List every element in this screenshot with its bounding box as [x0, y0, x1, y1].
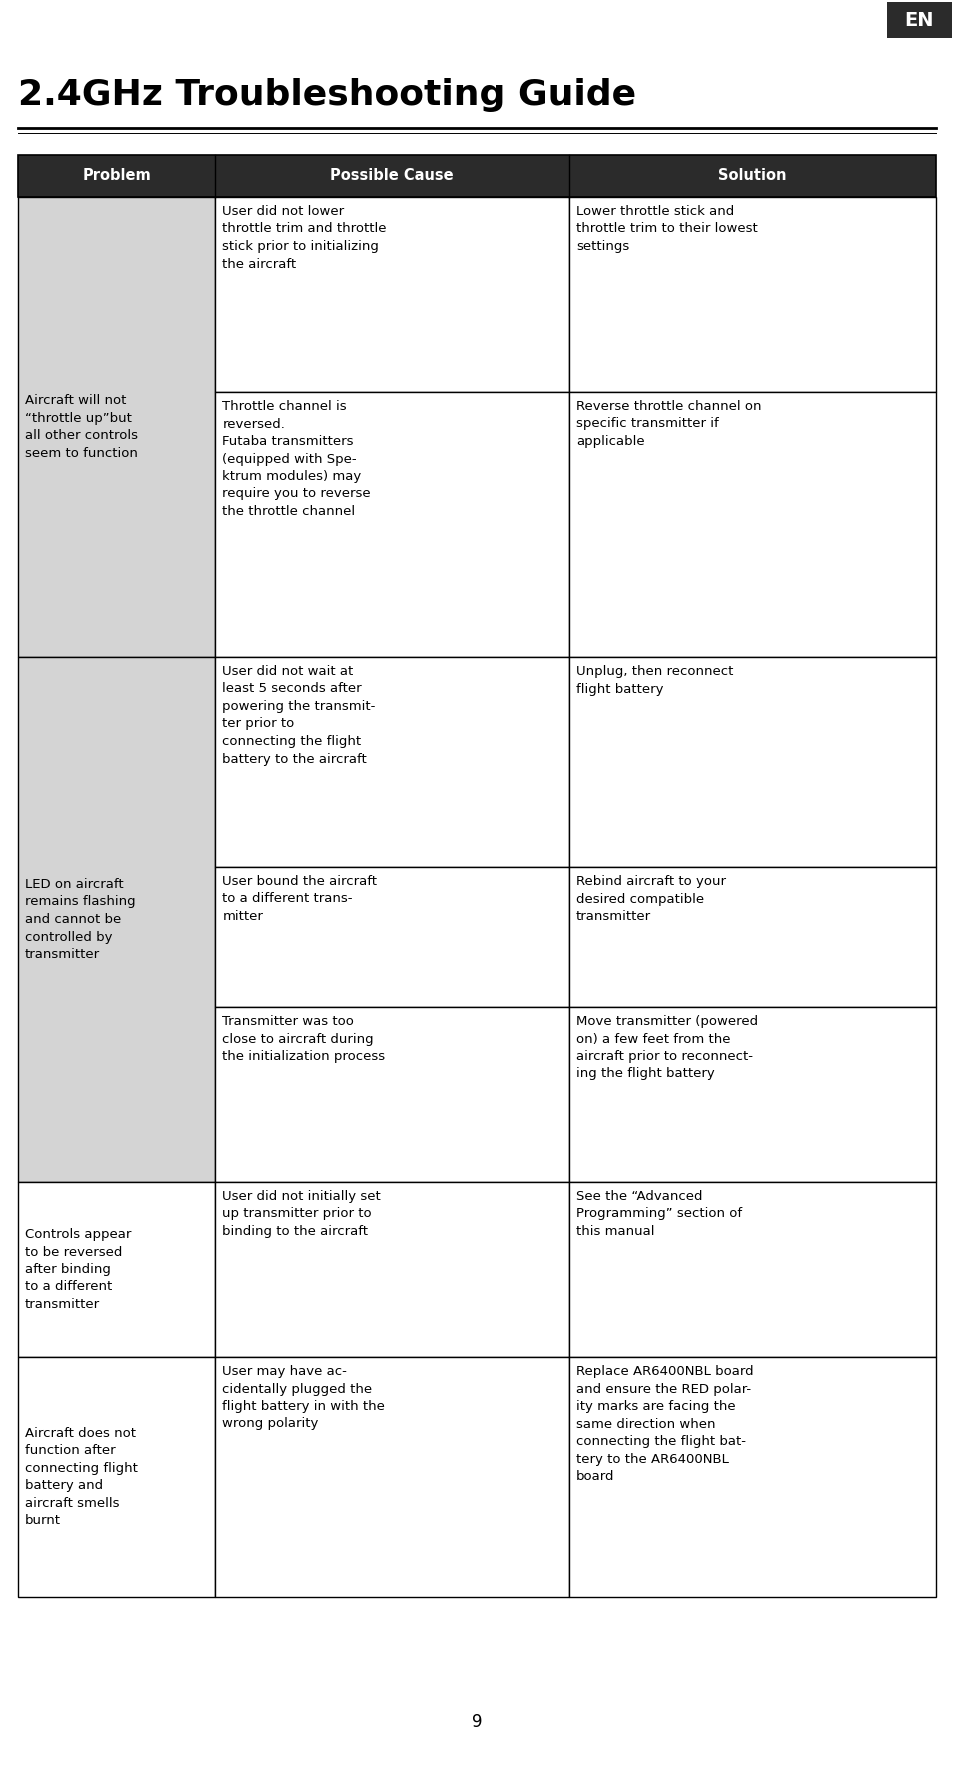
- Text: User may have ac-
cidentally plugged the
flight battery in with the
wrong polari: User may have ac- cidentally plugged the…: [222, 1365, 385, 1430]
- Text: 2.4GHz Troubleshooting Guide: 2.4GHz Troubleshooting Guide: [18, 78, 636, 112]
- Text: Throttle channel is
reversed.
Futaba transmitters
(equipped with Spe-
ktrum modu: Throttle channel is reversed. Futaba tra…: [222, 400, 371, 519]
- Text: User did not initially set
up transmitter prior to
binding to the aircraft: User did not initially set up transmitte…: [222, 1191, 380, 1239]
- Text: Problem: Problem: [82, 169, 151, 183]
- FancyBboxPatch shape: [568, 867, 935, 1008]
- FancyBboxPatch shape: [215, 657, 568, 867]
- Text: Move transmitter (powered
on) a few feet from the
aircraft prior to reconnect-
i: Move transmitter (powered on) a few feet…: [576, 1015, 757, 1080]
- Text: Aircraft does not
function after
connecting flight
battery and
aircraft smells
b: Aircraft does not function after connect…: [25, 1427, 138, 1526]
- FancyBboxPatch shape: [215, 1182, 568, 1358]
- FancyBboxPatch shape: [18, 155, 935, 197]
- Text: Lower throttle stick and
throttle trim to their lowest
settings: Lower throttle stick and throttle trim t…: [576, 204, 757, 252]
- FancyBboxPatch shape: [18, 1182, 215, 1358]
- FancyBboxPatch shape: [568, 393, 935, 657]
- FancyBboxPatch shape: [568, 1182, 935, 1358]
- Text: Replace AR6400NBL board
and ensure the RED polar-
ity marks are facing the
same : Replace AR6400NBL board and ensure the R…: [576, 1365, 753, 1484]
- Text: Possible Cause: Possible Cause: [330, 169, 454, 183]
- Text: EN: EN: [903, 11, 933, 30]
- Text: User did not lower
throttle trim and throttle
stick prior to initializing
the ai: User did not lower throttle trim and thr…: [222, 204, 387, 270]
- FancyBboxPatch shape: [215, 393, 568, 657]
- Text: Solution: Solution: [718, 169, 786, 183]
- Text: User did not wait at
least 5 seconds after
powering the transmit-
ter prior to
c: User did not wait at least 5 seconds aft…: [222, 665, 375, 766]
- Text: See the “Advanced
Programming” section of
this manual: See the “Advanced Programming” section o…: [576, 1191, 741, 1239]
- Text: Aircraft will not
“throttle up”but
all other controls
seem to function: Aircraft will not “throttle up”but all o…: [25, 394, 138, 460]
- FancyBboxPatch shape: [215, 867, 568, 1008]
- Text: Rebind aircraft to your
desired compatible
transmitter: Rebind aircraft to your desired compatib…: [576, 874, 725, 922]
- FancyBboxPatch shape: [568, 1358, 935, 1598]
- FancyBboxPatch shape: [568, 1008, 935, 1182]
- FancyBboxPatch shape: [215, 1008, 568, 1182]
- FancyBboxPatch shape: [18, 657, 215, 1182]
- FancyBboxPatch shape: [18, 197, 215, 657]
- FancyBboxPatch shape: [215, 197, 568, 393]
- FancyBboxPatch shape: [568, 197, 935, 393]
- Text: LED on aircraft
remains flashing
and cannot be
controlled by
transmitter: LED on aircraft remains flashing and can…: [25, 878, 135, 961]
- Text: Transmitter was too
close to aircraft during
the initialization process: Transmitter was too close to aircraft du…: [222, 1015, 385, 1063]
- Text: Reverse throttle channel on
specific transmitter if
applicable: Reverse throttle channel on specific tra…: [576, 400, 760, 448]
- Text: User bound the aircraft
to a different trans-
mitter: User bound the aircraft to a different t…: [222, 874, 377, 922]
- FancyBboxPatch shape: [215, 1358, 568, 1598]
- FancyBboxPatch shape: [886, 2, 951, 37]
- Text: 9: 9: [471, 1713, 482, 1731]
- FancyBboxPatch shape: [18, 1358, 215, 1598]
- FancyBboxPatch shape: [568, 657, 935, 867]
- Text: Controls appear
to be reversed
after binding
to a different
transmitter: Controls appear to be reversed after bin…: [25, 1228, 132, 1311]
- Text: Unplug, then reconnect
flight battery: Unplug, then reconnect flight battery: [576, 665, 733, 695]
